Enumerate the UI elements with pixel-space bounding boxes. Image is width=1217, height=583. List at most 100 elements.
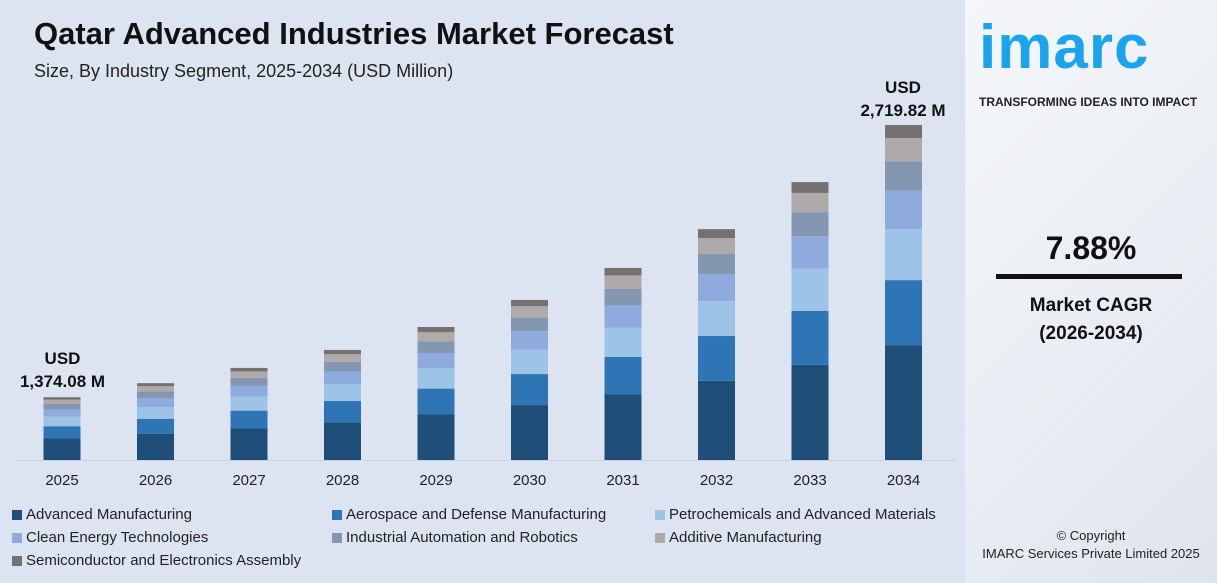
bar-segment [417,368,455,389]
bar-segment [885,280,922,346]
legend-swatch [12,532,22,543]
legend-item: Petrochemicals and Advanced Materials [655,506,936,523]
bar-segment [698,229,735,239]
legend-label: Petrochemicals and Advanced Materials [669,506,936,523]
legend-item: Aerospace and Defense Manufacturing [332,506,606,523]
bar-segment [791,182,829,193]
legend-label: Semiconductor and Electronics Assembly [26,552,302,569]
bar-segment [698,300,735,337]
bar-segment [324,401,361,423]
bar-segment [604,327,642,357]
chart-subtitle: Size, By Industry Segment, 2025-2034 (US… [34,61,454,81]
bar-segment [511,317,548,332]
bar-segment [137,398,174,408]
bar-segment [791,236,829,269]
bar-segment [698,238,735,255]
legend-swatch [12,555,22,566]
end-value-label: USD 2,719.82 M [848,76,958,122]
bar-segment [604,275,642,289]
x-tick-label: 2026 [139,472,172,489]
legend-item: Clean Energy Technologies [12,529,208,546]
copyright: © Copyright IMARC Services Private Limit… [965,527,1217,563]
bar-segment [230,410,268,429]
bar-segment [604,394,642,460]
bar-segment [791,364,829,460]
bar-segment [137,418,174,434]
chart-panel: Qatar Advanced Industries Market Forecas… [10,16,958,569]
bar-segment [137,407,174,419]
bar-segment [604,288,642,306]
legend-swatch [655,509,665,520]
legend-label: Aerospace and Defense Manufacturing [346,506,607,523]
bar-segment [43,409,81,417]
end-currency: USD [885,78,921,97]
bar-segment [698,274,735,301]
bar-segment [511,331,548,350]
bar-segment [230,396,268,411]
bar-segment [885,345,922,460]
legend-label: Advanced Manufacturing [26,506,192,523]
bar-segment [885,125,922,139]
bar-segment [230,385,268,397]
end-value: 2,719.82 M [860,101,946,120]
legend-label: Clean Energy Technologies [26,529,209,546]
cagr-period: (2026-2034) [1039,323,1143,344]
start-value: 1,374.08 M [19,372,106,391]
bar-segment [417,353,455,369]
bar-segment [417,388,455,415]
copyright-text: © Copyright [1056,528,1126,543]
bar-segment [885,229,922,281]
bar-segment [604,305,642,328]
bar-segment [324,354,361,362]
cagr-label: Market CAGR (2026-2034) [965,292,1217,348]
bar-segment [417,341,455,354]
bar-segment [698,336,735,381]
bar-segment [698,254,735,275]
legend-item: Advanced Manufacturing [12,506,192,523]
bar-segment [791,268,829,311]
bar-segment [43,416,81,427]
bar-segment [43,438,81,460]
bar-segment [230,428,268,460]
company-name: IMARC Services Private Limited 2025 [982,546,1200,561]
bar-chart: 2025 2026 2027 2028 2029 2030 2031 2032 2033 2034 [15,125,955,489]
legend-item: Industrial Automation and Robotics [332,529,578,546]
bar-segment [791,212,829,237]
bar-segment [698,380,735,460]
start-value-label: USD 1,374.08 M [10,347,115,393]
x-tick-label: 2027 [232,472,265,489]
bar-segment [137,386,174,392]
legend-swatch [655,532,665,543]
bar-segment [417,327,455,333]
x-tick-label: 2025 [45,472,78,489]
x-tick-label: 2033 [793,472,826,489]
bar-segment [230,367,268,372]
legend-item: Additive Manufacturing [655,529,822,546]
bar-segment [511,349,548,375]
bar-segment [137,383,174,387]
bar-segment [885,190,922,230]
bar-segment [43,403,81,410]
bar-segment [137,391,174,399]
cagr-label-text: Market CAGR [1029,295,1153,316]
tagline: TRANSFORMING IDEAS INTO IMPACT [979,95,1198,109]
x-tick-label: 2028 [326,472,359,489]
bar-segment [511,306,548,318]
legend-item: Semiconductor and Electronics Assembly [12,552,301,569]
bar-segment [417,332,455,342]
legend-label: Industrial Automation and Robotics [346,529,578,546]
bar-segment [43,399,81,404]
bar-segment [324,422,361,460]
bar-segment [511,299,548,307]
bar-segment [511,374,548,406]
bar-segment [324,384,361,402]
legend-label: Additive Manufacturing [669,529,822,546]
legend-swatch [332,532,342,543]
bar-segment [43,426,81,439]
x-tick-label: 2029 [419,472,452,489]
bar-segment [43,397,81,400]
x-tick-label: 2031 [606,472,639,489]
bar-segment [230,371,268,378]
chart-title: Qatar Advanced Industries Market Forecas… [34,16,674,51]
x-tick-label: 2032 [700,472,733,489]
